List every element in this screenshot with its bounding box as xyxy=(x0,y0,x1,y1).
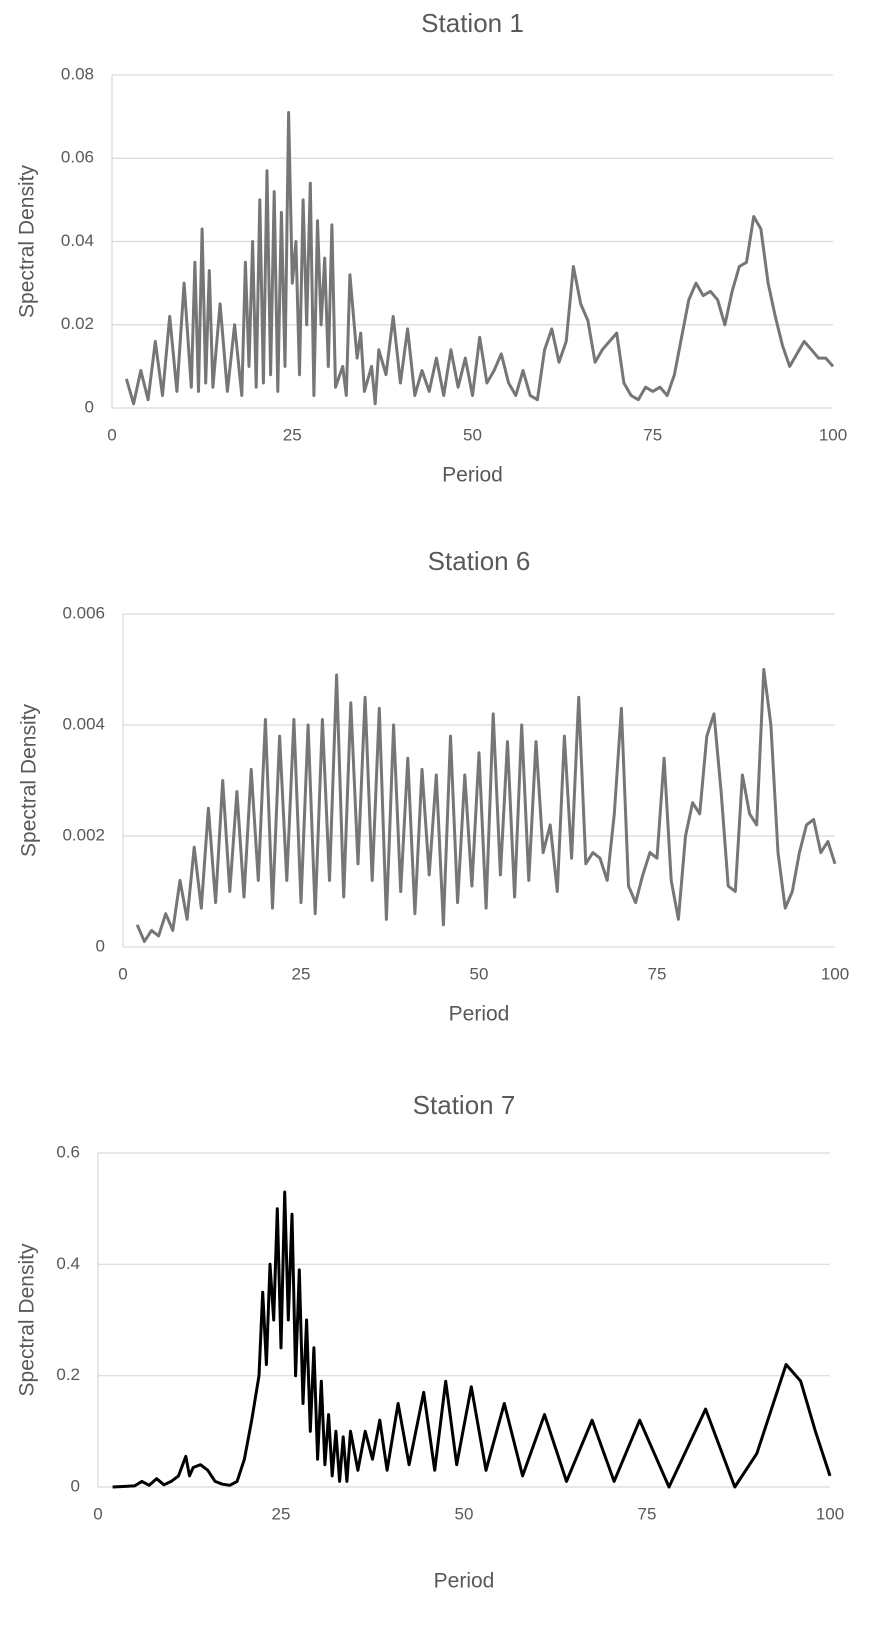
y-tick-label: 0.02 xyxy=(61,314,94,333)
x-tick-label: 0 xyxy=(107,425,116,444)
x-tick-label: 100 xyxy=(821,964,849,983)
data-line xyxy=(135,668,837,943)
x-tick-label: 0 xyxy=(93,1504,102,1523)
y-tick-label: 0.4 xyxy=(56,1254,80,1273)
x-tick-label: 0 xyxy=(118,964,127,983)
x-tick-label: 25 xyxy=(292,964,311,983)
chart-title: Station 1 xyxy=(421,8,524,38)
chart-title: Station 6 xyxy=(428,546,531,576)
y-axis-label: Spectral Density xyxy=(18,704,41,857)
y-tick-label: 0 xyxy=(96,936,105,955)
y-tick-label: 0.002 xyxy=(62,825,105,844)
y-tick-label: 0.04 xyxy=(61,231,94,250)
chart-title: Station 7 xyxy=(413,1090,516,1120)
y-axis-label: Spectral Density xyxy=(16,1243,39,1396)
x-axis-label: Period xyxy=(434,1570,495,1593)
y-tick-label: 0.08 xyxy=(61,64,94,83)
y-tick-label: 0.006 xyxy=(62,603,105,622)
data-line xyxy=(124,111,835,406)
x-tick-label: 75 xyxy=(643,425,662,444)
x-tick-label: 25 xyxy=(272,1504,291,1523)
x-tick-label: 25 xyxy=(283,425,302,444)
y-tick-label: 0 xyxy=(71,1476,80,1495)
x-axis-label: Period xyxy=(442,464,503,487)
x-tick-label: 50 xyxy=(470,964,489,983)
y-tick-label: 0.2 xyxy=(56,1365,80,1384)
x-tick-label: 100 xyxy=(819,425,847,444)
x-tick-label: 50 xyxy=(463,425,482,444)
y-tick-label: 0.06 xyxy=(61,148,94,167)
x-tick-label: 75 xyxy=(648,964,667,983)
x-axis-label: Period xyxy=(449,1003,510,1026)
data-line xyxy=(112,1190,832,1489)
y-axis-label: Spectral Density xyxy=(16,165,39,318)
x-tick-label: 100 xyxy=(816,1504,844,1523)
x-tick-label: 50 xyxy=(455,1504,474,1523)
x-tick-label: 75 xyxy=(638,1504,657,1523)
y-tick-label: 0 xyxy=(85,397,94,416)
y-tick-label: 0.004 xyxy=(62,714,105,733)
y-tick-label: 0.6 xyxy=(56,1142,80,1161)
